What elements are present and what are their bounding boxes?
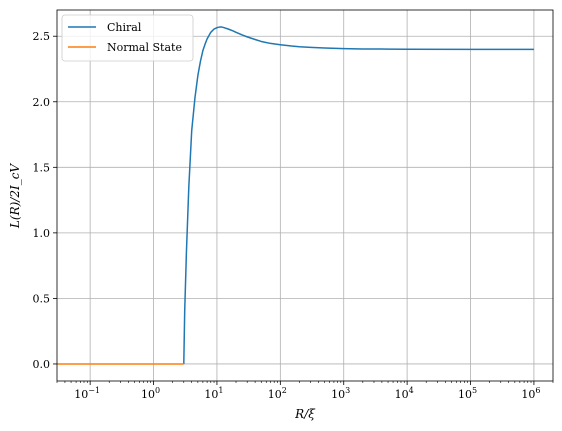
x-tick-label-base: 10: [331, 388, 345, 401]
x-tick-label-exponent: 0: [155, 386, 160, 395]
x-tick-label: 103: [331, 386, 350, 401]
grid-lines: [57, 10, 553, 381]
x-tick-label: 104: [395, 386, 414, 401]
x-tick-label-exponent: 2: [282, 386, 287, 395]
x-tick-label-exponent: 1: [218, 386, 223, 395]
series-lines: [57, 27, 534, 364]
y-tick-label: 2.5: [33, 30, 51, 43]
x-tick-label-exponent: 6: [535, 386, 540, 395]
x-tick-label: 105: [458, 386, 477, 401]
x-tick-label-exponent: 3: [345, 386, 350, 395]
x-tick-label-base: 10: [74, 388, 88, 401]
x-axis-label: R/ξ: [294, 407, 316, 421]
y-axis-ticks: 0.0 0.5 1.0 1.5 2.0 2.5: [33, 30, 58, 371]
y-tick-label: 1.0: [33, 227, 51, 240]
x-tick-label-base: 10: [521, 388, 535, 401]
x-tick-label-base: 10: [395, 388, 409, 401]
x-tick-label-base: 10: [268, 388, 282, 401]
y-tick-label: 0.5: [33, 292, 51, 305]
y-tick-label: 0.0: [33, 358, 51, 371]
x-tick-label-exponent: 4: [409, 386, 414, 395]
x-tick-label: 10−1: [74, 386, 100, 401]
y-axis-label: L(R)/2I_cV: [8, 163, 22, 230]
plot-frame: [57, 10, 553, 381]
x-tick-label-base: 10: [458, 388, 472, 401]
x-tick-label: 101: [204, 386, 223, 401]
x-tick-label-base: 10: [204, 388, 218, 401]
x-tick-label-exponent: −1: [88, 386, 100, 395]
y-tick-label: 2.0: [33, 96, 51, 109]
x-tick-label-exponent: 5: [472, 386, 477, 395]
x-axis-ticks: 10−1 100 101 102 103 104 105 106: [74, 381, 540, 401]
legend-label-normal-state: Normal State: [107, 41, 182, 54]
x-tick-label-base: 10: [141, 388, 155, 401]
x-tick-label: 102: [268, 386, 287, 401]
y-tick-label: 1.5: [33, 161, 51, 174]
x-tick-label: 100: [141, 386, 160, 401]
x-tick-label: 106: [521, 386, 540, 401]
series-line-chiral: [184, 27, 534, 364]
legend-label-chiral: Chiral: [107, 21, 142, 34]
legend: Chiral Normal State: [62, 15, 193, 61]
